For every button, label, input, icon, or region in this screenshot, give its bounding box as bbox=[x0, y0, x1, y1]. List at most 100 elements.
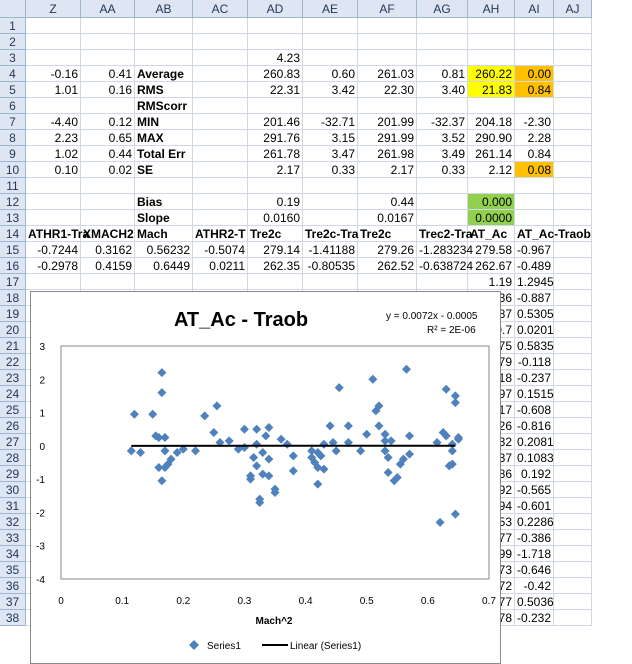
cell-ag9[interactable]: 3.49 bbox=[417, 146, 468, 162]
cell-ag15[interactable]: -1.283234 bbox=[417, 242, 474, 258]
row-header[interactable]: 21 bbox=[0, 338, 26, 354]
cell-z17[interactable] bbox=[26, 274, 81, 290]
cell-ai15[interactable]: -0.967 bbox=[515, 242, 554, 258]
cell-ag7[interactable]: -32.37 bbox=[417, 114, 468, 130]
cell-aj9[interactable] bbox=[554, 146, 592, 162]
cell-ai3[interactable] bbox=[515, 50, 554, 66]
row-header[interactable]: 4 bbox=[0, 66, 26, 82]
cell-z3[interactable] bbox=[26, 50, 81, 66]
cell-ae16[interactable]: -0.80535 bbox=[303, 258, 358, 274]
cell-aj24[interactable] bbox=[554, 386, 592, 402]
cell-ae17[interactable] bbox=[303, 274, 358, 290]
cell-aa10[interactable]: 0.02 bbox=[81, 162, 135, 178]
cell-ai32[interactable]: 0.2286 bbox=[515, 514, 554, 530]
cell-ai11[interactable] bbox=[515, 178, 554, 194]
cell-af3[interactable] bbox=[358, 50, 417, 66]
cell-aa12[interactable] bbox=[81, 194, 135, 210]
cell-ah2[interactable] bbox=[468, 34, 515, 50]
cell-z15[interactable]: -0.7244 bbox=[26, 242, 81, 258]
cell-ah13[interactable]: 0.0000 bbox=[468, 210, 515, 226]
cell-ad14[interactable]: Tre2c bbox=[248, 226, 303, 242]
cell-ab11[interactable] bbox=[135, 178, 193, 194]
column-header-ae[interactable]: AE bbox=[303, 0, 358, 18]
cell-ac5[interactable] bbox=[193, 82, 248, 98]
row-header[interactable]: 24 bbox=[0, 386, 26, 402]
cell-af9[interactable]: 261.98 bbox=[358, 146, 417, 162]
column-header-aa[interactable]: AA bbox=[81, 0, 135, 18]
cell-aj16[interactable] bbox=[554, 258, 592, 274]
cell-af15[interactable]: 279.26 bbox=[358, 242, 417, 258]
cell-ae10[interactable]: 0.33 bbox=[303, 162, 358, 178]
cell-ad12[interactable]: 0.19 bbox=[248, 194, 303, 210]
row-header[interactable]: 36 bbox=[0, 578, 26, 594]
cell-aj22[interactable] bbox=[554, 354, 592, 370]
cell-ae2[interactable] bbox=[303, 34, 358, 50]
row-header[interactable]: 22 bbox=[0, 354, 26, 370]
cell-ad16[interactable]: 262.35 bbox=[248, 258, 303, 274]
cell-ac10[interactable] bbox=[193, 162, 248, 178]
cell-z14[interactable]: ATHR1-Tra bbox=[26, 226, 90, 242]
cell-ac1[interactable] bbox=[193, 18, 248, 34]
row-header[interactable]: 1 bbox=[0, 18, 26, 34]
cell-ac8[interactable] bbox=[193, 130, 248, 146]
cell-ab17[interactable] bbox=[135, 274, 193, 290]
row-header[interactable]: 5 bbox=[0, 82, 26, 98]
cell-ai16[interactable]: -0.489 bbox=[515, 258, 554, 274]
column-header-z[interactable]: Z bbox=[26, 0, 81, 18]
row-header[interactable]: 14 bbox=[0, 226, 26, 242]
cell-aa14[interactable]: XMACH2 bbox=[81, 226, 135, 242]
row-header[interactable]: 31 bbox=[0, 498, 26, 514]
cell-ad17[interactable] bbox=[248, 274, 303, 290]
cell-ai26[interactable]: -0.816 bbox=[515, 418, 554, 434]
cell-ac13[interactable] bbox=[193, 210, 248, 226]
cell-ad13[interactable]: 0.0160 bbox=[248, 210, 303, 226]
cell-aj38[interactable] bbox=[554, 610, 592, 626]
row-header[interactable]: 28 bbox=[0, 450, 26, 466]
cell-ae5[interactable]: 3.42 bbox=[303, 82, 358, 98]
cell-z16[interactable]: -0.2978 bbox=[26, 258, 81, 274]
cell-ag5[interactable]: 3.40 bbox=[417, 82, 468, 98]
cell-af1[interactable] bbox=[358, 18, 417, 34]
cell-af7[interactable]: 201.99 bbox=[358, 114, 417, 130]
cell-ad2[interactable] bbox=[248, 34, 303, 50]
cell-ai37[interactable]: 0.5036 bbox=[515, 594, 554, 610]
cell-ac2[interactable] bbox=[193, 34, 248, 50]
cell-ae12[interactable] bbox=[303, 194, 358, 210]
cell-aj1[interactable] bbox=[554, 18, 592, 34]
cell-ah8[interactable]: 290.90 bbox=[468, 130, 515, 146]
cell-aj5[interactable] bbox=[554, 82, 592, 98]
cell-ab16[interactable]: 0.6449 bbox=[135, 258, 193, 274]
cell-aa4[interactable]: 0.41 bbox=[81, 66, 135, 82]
cell-ac9[interactable] bbox=[193, 146, 248, 162]
cell-ae15[interactable]: -1.41188 bbox=[303, 242, 358, 258]
cell-aj3[interactable] bbox=[554, 50, 592, 66]
cell-ad3[interactable]: 4.23 bbox=[248, 50, 303, 66]
cell-aj37[interactable] bbox=[554, 594, 592, 610]
cell-aa5[interactable]: 0.16 bbox=[81, 82, 135, 98]
cell-aj8[interactable] bbox=[554, 130, 592, 146]
cell-ae13[interactable] bbox=[303, 210, 358, 226]
cell-z11[interactable] bbox=[26, 178, 81, 194]
cell-af11[interactable] bbox=[358, 178, 417, 194]
cell-ai30[interactable]: -0.565 bbox=[515, 482, 554, 498]
cell-ad4[interactable]: 260.83 bbox=[248, 66, 303, 82]
row-header[interactable]: 3 bbox=[0, 50, 26, 66]
cell-ae8[interactable]: 3.15 bbox=[303, 130, 358, 146]
cell-ai34[interactable]: -1.718 bbox=[515, 546, 554, 562]
cell-ab14[interactable]: Mach bbox=[135, 226, 193, 242]
cell-ae7[interactable]: -32.71 bbox=[303, 114, 358, 130]
cell-ag4[interactable]: 0.81 bbox=[417, 66, 468, 82]
cell-z2[interactable] bbox=[26, 34, 81, 50]
cell-ai2[interactable] bbox=[515, 34, 554, 50]
cell-aa1[interactable] bbox=[81, 18, 135, 34]
cell-ah5[interactable]: 21.83 bbox=[468, 82, 515, 98]
cell-ab8[interactable]: MAX bbox=[135, 130, 193, 146]
cell-z8[interactable]: 2.23 bbox=[26, 130, 81, 146]
cell-ai27[interactable]: 0.2081 bbox=[515, 434, 554, 450]
cell-aa9[interactable]: 0.44 bbox=[81, 146, 135, 162]
cell-ad9[interactable]: 261.78 bbox=[248, 146, 303, 162]
cell-aj27[interactable] bbox=[554, 434, 592, 450]
cell-ah17[interactable]: 1.19 bbox=[468, 274, 515, 290]
cell-aa15[interactable]: 0.3162 bbox=[81, 242, 135, 258]
row-header[interactable]: 6 bbox=[0, 98, 26, 114]
